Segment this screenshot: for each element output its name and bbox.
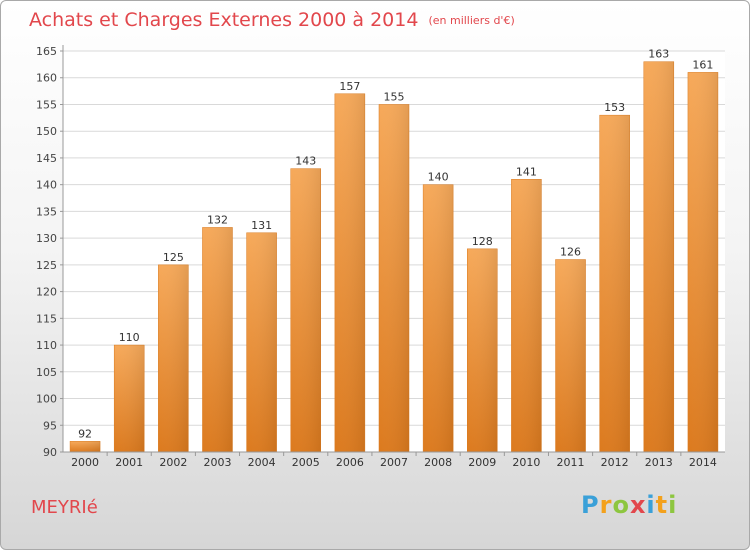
x-tick-label: 2013 bbox=[645, 456, 673, 469]
y-tick-label: 115 bbox=[36, 312, 57, 325]
x-tick-label: 2010 bbox=[512, 456, 540, 469]
data-label: 92 bbox=[78, 427, 92, 440]
bars bbox=[69, 61, 719, 453]
data-label: 128 bbox=[472, 235, 493, 248]
x-tick-label: 2014 bbox=[689, 456, 717, 469]
data-label: 132 bbox=[207, 213, 228, 226]
y-tick-label: 110 bbox=[36, 339, 57, 352]
logo-letter: P bbox=[581, 491, 600, 519]
y-tick-label: 140 bbox=[36, 179, 57, 192]
y-tick-label: 105 bbox=[36, 366, 57, 379]
bar-shade bbox=[687, 72, 718, 453]
data-label: 163 bbox=[648, 48, 669, 61]
y-tick-label: 95 bbox=[43, 419, 57, 432]
data-label: 125 bbox=[163, 251, 184, 264]
x-tick-label: 2012 bbox=[601, 456, 629, 469]
data-label: 110 bbox=[119, 331, 140, 344]
y-tick-label: 135 bbox=[36, 205, 57, 218]
logo-letter: o bbox=[612, 491, 630, 519]
data-label: 161 bbox=[692, 58, 713, 71]
x-tick-label: 2000 bbox=[71, 456, 99, 469]
logo-letter: r bbox=[599, 491, 613, 519]
data-label: 153 bbox=[604, 101, 625, 114]
bar-shade bbox=[246, 232, 277, 452]
data-label: 140 bbox=[428, 171, 449, 184]
bar-shade bbox=[290, 168, 321, 453]
x-tick-label: 2011 bbox=[557, 456, 585, 469]
x-tick-label: 2006 bbox=[336, 456, 364, 469]
data-label: 157 bbox=[339, 80, 360, 93]
x-tick-label: 2007 bbox=[380, 456, 408, 469]
logo-letter: t bbox=[655, 491, 669, 519]
data-label: 155 bbox=[384, 90, 405, 103]
proxiti-logo: Proxiti bbox=[581, 491, 677, 519]
data-label: 131 bbox=[251, 219, 272, 232]
y-tick-label: 155 bbox=[36, 98, 57, 111]
chart-unit-label: (en milliers d'€) bbox=[428, 14, 515, 27]
x-tick-label: 2002 bbox=[159, 456, 187, 469]
x-tick-label: 2003 bbox=[203, 456, 231, 469]
logo-letter: i bbox=[668, 491, 678, 519]
x-tick-label: 2004 bbox=[248, 456, 276, 469]
y-tick-label: 100 bbox=[36, 393, 57, 406]
y-tick-label: 150 bbox=[36, 125, 57, 138]
y-tick-label: 165 bbox=[36, 45, 57, 58]
bar-shade bbox=[202, 227, 233, 452]
chart-title-text: Achats et Charges Externes 2000 à 2014 bbox=[29, 9, 419, 31]
y-tick-label: 160 bbox=[36, 72, 57, 85]
bar-shade bbox=[158, 264, 189, 452]
y-tick-label: 90 bbox=[43, 446, 57, 459]
data-label: 126 bbox=[560, 246, 581, 259]
bar-shade bbox=[70, 441, 101, 452]
data-label: 141 bbox=[516, 165, 537, 178]
logo-letter: x bbox=[629, 491, 647, 519]
x-tick-label: 2008 bbox=[424, 456, 452, 469]
bar-shade bbox=[114, 345, 145, 452]
y-tick-label: 130 bbox=[36, 232, 57, 245]
bar-shade bbox=[643, 61, 674, 453]
bar-shade bbox=[467, 248, 498, 452]
bar-shade bbox=[334, 93, 365, 453]
logo-letter: i bbox=[646, 491, 656, 519]
y-axis-ticks: 90 95 100 105 110 115 120 125 130 135 140 145 150 155… bbox=[36, 45, 63, 459]
bar-shade bbox=[511, 179, 542, 452]
x-tick-label: 2001 bbox=[115, 456, 143, 469]
x-axis-ticks: 2000 2001 2002 2003 2004 2005 2006 2007 2008 2009… bbox=[71, 452, 717, 469]
bar-shade bbox=[599, 115, 630, 452]
x-tick-label: 2009 bbox=[468, 456, 496, 469]
bar-shade bbox=[555, 259, 586, 452]
chart-title: Achats et Charges Externes 2000 à 2014 (e… bbox=[29, 9, 515, 31]
data-label: 143 bbox=[295, 155, 316, 168]
y-tick-label: 125 bbox=[36, 259, 57, 272]
place-name: MEYRIé bbox=[31, 497, 98, 518]
bar-shade bbox=[378, 104, 410, 452]
x-tick-label: 2005 bbox=[292, 456, 320, 469]
y-tick-label: 120 bbox=[36, 286, 57, 299]
y-tick-label: 145 bbox=[36, 152, 57, 165]
bar-shade bbox=[423, 184, 454, 452]
data-labels: 92 110 125 132 131 143 157 155 140 128 141 126 153 16… bbox=[78, 48, 713, 441]
